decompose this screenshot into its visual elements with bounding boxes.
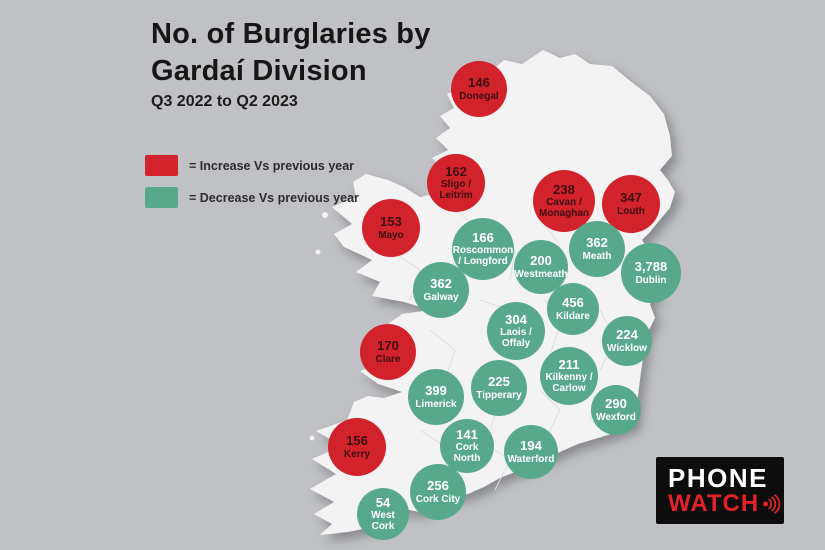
bubble-limerick: 399 Limerick bbox=[408, 369, 464, 425]
bubble-division-label: Dublin bbox=[635, 274, 667, 286]
bubble-sligo-leitrim: 162 Sligo / Leitrim bbox=[427, 154, 485, 212]
bubble-value: 156 bbox=[346, 433, 368, 449]
bubble-value: 362 bbox=[430, 276, 452, 292]
island-dot bbox=[315, 249, 321, 255]
bubble-value: 456 bbox=[562, 295, 584, 311]
bubble-wexford: 290 Wexford bbox=[591, 385, 641, 435]
bubble-value: 153 bbox=[380, 214, 402, 230]
bubble-value: 224 bbox=[616, 327, 638, 343]
bubble-value: 399 bbox=[425, 383, 447, 399]
bubble-tipperary: 225 Tipperary bbox=[471, 360, 527, 416]
bubble-cavan-monaghan: 238 Cavan / Monaghan bbox=[533, 170, 595, 232]
island-dot bbox=[309, 435, 315, 441]
bubble-mayo: 153 Mayo bbox=[362, 199, 420, 257]
page-subtitle: Q3 2022 to Q2 2023 bbox=[151, 93, 298, 111]
bubble-division-label: Donegal bbox=[459, 90, 499, 102]
bubble-value: 238 bbox=[553, 181, 575, 197]
bubble-division-label: Cork North bbox=[453, 442, 481, 465]
increase-color-swatch bbox=[145, 155, 178, 176]
bubble-value: 146 bbox=[468, 75, 490, 91]
bubble-value: 225 bbox=[488, 374, 510, 390]
legend: = Increase Vs previous year = Decrease V… bbox=[145, 155, 359, 219]
bubble-value: 141 bbox=[456, 426, 478, 442]
bubble-west-cork: 54 West Cork bbox=[357, 488, 409, 540]
bubble-value: 166 bbox=[472, 229, 494, 245]
bubble-value: 347 bbox=[620, 190, 642, 206]
bubble-division-label: Cork City bbox=[415, 493, 461, 505]
bubble-division-label: Wexford bbox=[596, 411, 636, 423]
bubble-division-label: West Cork bbox=[371, 510, 395, 533]
page-title-line2: Gardaí Division bbox=[151, 54, 367, 87]
bubble-division-label: Laois / Offaly bbox=[500, 327, 532, 350]
legend-row-decrease: = Decrease Vs previous year bbox=[145, 187, 359, 208]
bubble-division-label: Sligo / Leitrim bbox=[439, 179, 473, 202]
bubble-waterford: 194 Waterford bbox=[504, 425, 558, 479]
bubble-division-label: Tipperary bbox=[476, 389, 522, 401]
bubble-dublin: 3,788 Dublin bbox=[621, 243, 681, 303]
bubble-division-label: Kilkenny / Carlow bbox=[545, 372, 593, 395]
bubble-value: 194 bbox=[520, 438, 542, 454]
bubble-value: 170 bbox=[377, 338, 399, 354]
phonewatch-logo: PHONE WATCH bbox=[656, 457, 784, 524]
title-block: No. of Burglaries by Gardaí Division Q3 … bbox=[151, 16, 431, 111]
ireland-outline bbox=[310, 50, 675, 535]
legend-row-increase: = Increase Vs previous year bbox=[145, 155, 359, 176]
bubble-value: 54 bbox=[375, 494, 391, 510]
bubble-wicklow: 224 Wicklow bbox=[602, 316, 652, 366]
bubble-division-label: Galway bbox=[423, 291, 459, 303]
logo-text-watch: WATCH bbox=[668, 490, 760, 517]
bubble-value: 162 bbox=[445, 163, 467, 179]
bubble-donegal: 146 Donegal bbox=[451, 61, 507, 117]
page-title-line1: No. of Burglaries by bbox=[151, 18, 431, 50]
bubble-value: 290 bbox=[605, 396, 627, 412]
legend-label-increase: = Increase Vs previous year bbox=[189, 158, 355, 173]
bubble-value: 3,788 bbox=[634, 259, 668, 275]
bubble-kerry: 156 Kerry bbox=[328, 418, 386, 476]
island-dot bbox=[322, 212, 328, 218]
bubble-cork-city: 256 Cork City bbox=[410, 464, 466, 520]
bubble-value: 304 bbox=[505, 311, 527, 327]
legend-label-decrease: = Decrease Vs previous year bbox=[189, 190, 359, 205]
bubble-galway: 362 Galway bbox=[413, 262, 469, 318]
bubble-division-label: Waterford bbox=[507, 453, 555, 465]
bubble-division-label: Cavan / Monaghan bbox=[539, 197, 589, 220]
bubble-value: 200 bbox=[530, 253, 552, 269]
logo-text-phone: PHONE bbox=[668, 463, 768, 493]
bubble-roscommon-longford: 166 Roscommon / Longford bbox=[452, 218, 514, 280]
bubble-division-label: Clare bbox=[375, 353, 401, 365]
bubble-division-label: Louth bbox=[617, 205, 645, 217]
logo-text-watch-row: WATCH bbox=[668, 492, 784, 516]
bubble-value: 362 bbox=[586, 235, 608, 251]
bubble-kilkenny-carlow: 211 Kilkenny / Carlow bbox=[540, 347, 598, 405]
bubble-kildare: 456 Kildare bbox=[547, 283, 599, 335]
bubble-division-label: Wicklow bbox=[607, 342, 647, 354]
bubble-division-label: Kerry bbox=[343, 448, 371, 460]
bubble-division-label: Mayo bbox=[378, 229, 404, 241]
bubble-clare: 170 Clare bbox=[360, 324, 416, 380]
bubble-division-label: Roscommon / Longford bbox=[452, 245, 514, 268]
bubble-division-label: Westmeath bbox=[514, 268, 568, 280]
bubble-value: 256 bbox=[427, 478, 449, 494]
bubble-louth: 347 Louth bbox=[602, 175, 660, 233]
signal-waves-icon bbox=[763, 494, 781, 514]
bubble-division-label: Limerick bbox=[415, 398, 457, 410]
bubble-westmeath: 200 Westmeath bbox=[514, 240, 568, 294]
bubble-division-label: Meath bbox=[582, 250, 612, 262]
bubble-meath: 362 Meath bbox=[569, 221, 625, 277]
decrease-color-swatch bbox=[145, 187, 178, 208]
bubble-division-label: Kildare bbox=[556, 310, 590, 322]
bubble-value: 211 bbox=[558, 356, 580, 372]
bubble-laois-offaly: 304 Laois / Offaly bbox=[487, 302, 545, 360]
bubble-cork-north: 141 Cork North bbox=[440, 419, 494, 473]
